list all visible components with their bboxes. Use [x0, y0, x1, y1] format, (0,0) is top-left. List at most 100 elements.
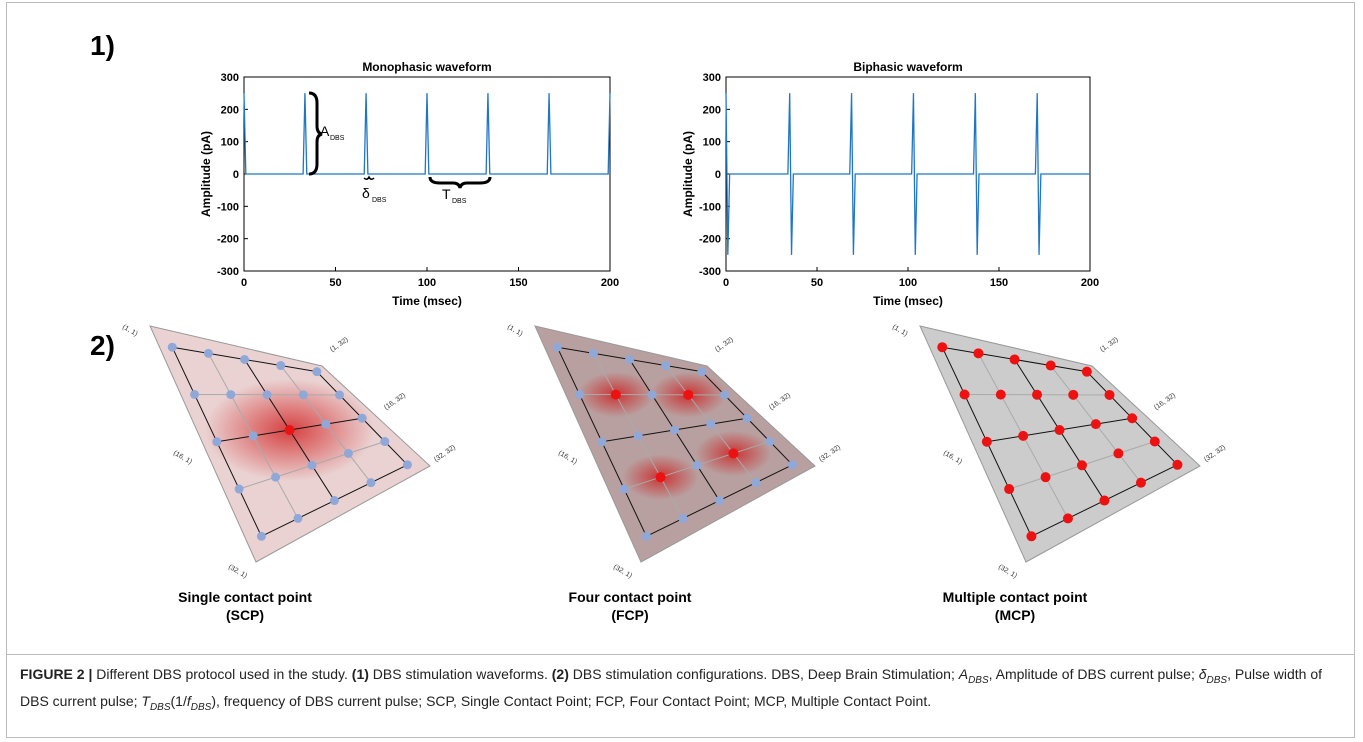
caption-run: DBS [190, 701, 212, 713]
corner-label: (32, 32) [818, 444, 842, 464]
contact [262, 390, 272, 400]
contact-active [1172, 459, 1183, 470]
caption-run: f [186, 692, 191, 709]
contact-active [1149, 436, 1160, 447]
corner-label: (32, 1) [227, 564, 248, 580]
caption-run: , Pulse width of DBS current pulse; [20, 666, 1323, 709]
brace [308, 91, 323, 176]
contact-active [1076, 460, 1087, 471]
x-tick-label: 200 [601, 277, 619, 289]
y-axis-label: Amplitude (pA) [199, 131, 213, 217]
caption-run: (1) [351, 666, 369, 682]
y-tick-label: 0 [233, 169, 239, 181]
contact-active [1040, 472, 1051, 483]
contact-active [1062, 513, 1073, 524]
caption-run: FIGURE 2 | [20, 666, 97, 682]
corner-label: (1, 1) [506, 324, 524, 338]
caption-run: DBS stimulation configurations. DBS, Dee… [568, 666, 959, 682]
y-tick-label: -300 [699, 266, 721, 278]
contact-active [1009, 354, 1020, 365]
contact [402, 460, 412, 470]
contact [226, 390, 236, 400]
contact [619, 484, 629, 494]
caption-run: δ [1198, 666, 1207, 682]
contact [366, 478, 376, 488]
corner-label: (16, 32) [1153, 392, 1177, 412]
y-tick-label: 100 [703, 137, 721, 149]
contact [697, 367, 707, 377]
contact [312, 367, 322, 377]
x-tick-label: 50 [811, 277, 823, 289]
contact [678, 513, 688, 523]
contact [271, 472, 281, 482]
x-tick-label: 100 [899, 277, 917, 289]
contact [380, 437, 390, 447]
contact [765, 437, 775, 447]
y-tick-label: -100 [217, 201, 239, 213]
contact [641, 531, 651, 541]
contact [670, 425, 679, 435]
corner-label: (32, 1) [612, 564, 633, 580]
contact-active [959, 389, 970, 400]
contact [335, 390, 345, 400]
chart-title: Monophasic waveform [362, 60, 491, 74]
contact-active [981, 436, 992, 447]
contact [190, 389, 200, 399]
y-tick-label: -300 [217, 266, 239, 278]
corner-label: (1, 32) [329, 336, 350, 353]
caption: FIGURE 2 | Different DBS protocol used i… [20, 664, 1340, 718]
brace [428, 176, 492, 189]
contact [293, 513, 303, 523]
annotation: δ [362, 185, 370, 201]
waveform-line [243, 93, 611, 175]
annotation-sub: DBS [452, 198, 467, 205]
contact [212, 437, 222, 447]
corner-label: (32, 32) [1203, 444, 1227, 464]
corner-label: (16, 1) [942, 450, 963, 466]
corner-label: (1, 1) [891, 324, 909, 338]
separator [6, 654, 1355, 655]
contact [714, 496, 724, 506]
contact-active [973, 348, 984, 359]
contact-active [1045, 360, 1056, 371]
contact-active [683, 389, 694, 400]
caption-run: DBS [149, 701, 171, 713]
corner-label: (16, 32) [768, 392, 792, 412]
diagram-abbr: (MCP) [995, 607, 1035, 623]
contact-active [1104, 389, 1115, 400]
plate [919, 325, 1201, 563]
y-tick-label: 200 [221, 104, 239, 116]
caption-run: (2) [551, 666, 569, 682]
contact-active [1113, 448, 1124, 459]
contact [742, 413, 752, 423]
contact [321, 419, 331, 429]
contact-active [728, 448, 739, 459]
annotation-sub: DBS [330, 135, 345, 142]
x-tick-label: 150 [990, 277, 1008, 289]
y-axis-label: Amplitude (pA) [681, 131, 695, 217]
chart-title: Biphasic waveform [853, 60, 962, 74]
contact [647, 390, 657, 400]
contact-active [995, 389, 1006, 400]
contact [588, 348, 598, 358]
corner-label: (1, 1) [121, 324, 139, 338]
figure-frame [6, 2, 1355, 738]
corner-label: (16, 1) [557, 450, 578, 466]
contact-active [1018, 430, 1029, 441]
contact [329, 496, 339, 506]
contact [633, 431, 643, 441]
contact [625, 354, 635, 364]
contact [575, 389, 585, 399]
diagram-name: Single contact point [178, 589, 312, 605]
corner-label: (1, 32) [1099, 336, 1120, 353]
contact [240, 354, 250, 364]
contact-active [1081, 366, 1092, 377]
panel-label: 1) [90, 30, 115, 61]
contact-active [1004, 484, 1015, 495]
caption-run: DBS stimulation waveforms. [368, 666, 552, 682]
waveform-line [725, 93, 1090, 255]
contact [661, 361, 671, 371]
contact-active [1032, 389, 1043, 400]
x-tick-label: 0 [723, 277, 729, 289]
